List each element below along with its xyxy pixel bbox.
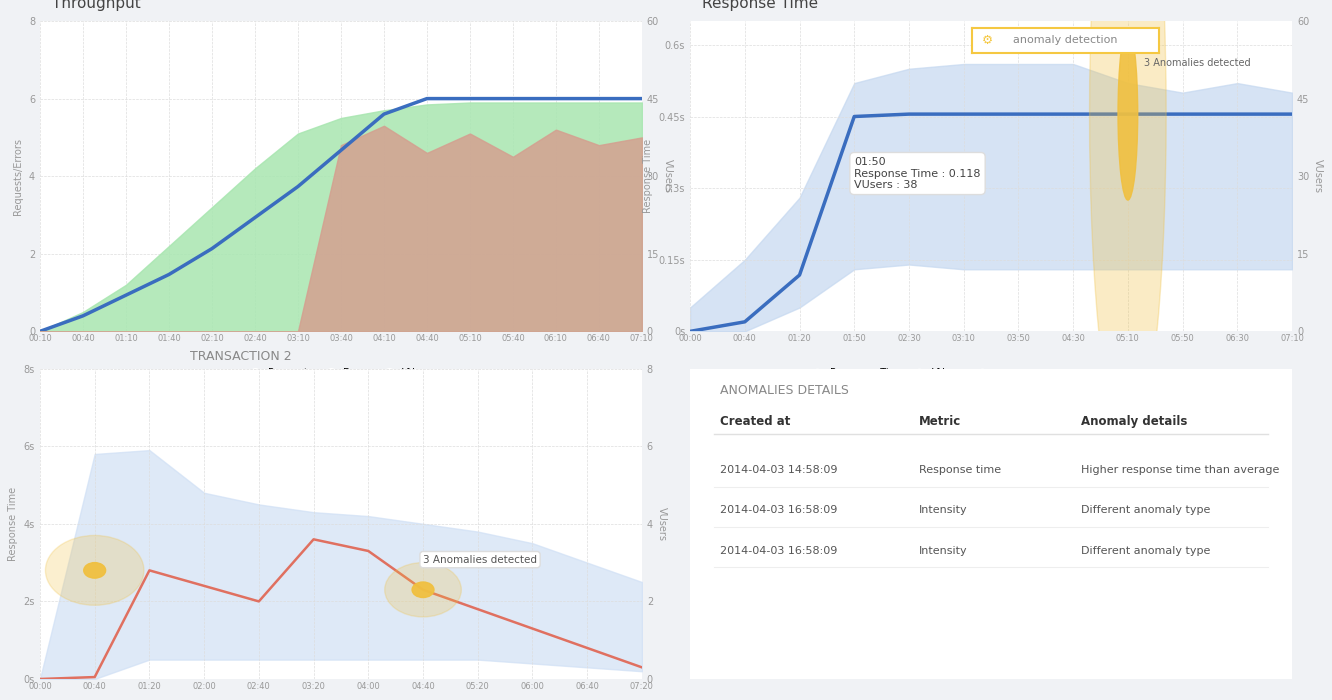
Text: 01:50
Response Time : 0.118
VUsers : 38: 01:50 Response Time : 0.118 VUsers : 38	[854, 157, 980, 190]
Text: 63 Anomalies: 63 Anomalies	[1063, 370, 1130, 380]
Text: 2014-04-03 14:58:09: 2014-04-03 14:58:09	[721, 465, 838, 475]
Text: Response time: Response time	[919, 465, 1000, 475]
Text: Anomaly details: Anomaly details	[1082, 415, 1188, 428]
Text: Intensity: Intensity	[919, 505, 967, 515]
Text: ANOMALIES DETAILS: ANOMALIES DETAILS	[721, 384, 848, 397]
Text: 2014-04-03 16:58:09: 2014-04-03 16:58:09	[721, 505, 838, 515]
Text: 2014-04-03 16:58:09: 2014-04-03 16:58:09	[721, 545, 838, 556]
Y-axis label: VUsers: VUsers	[663, 159, 673, 193]
Text: Created at: Created at	[721, 415, 791, 428]
Circle shape	[412, 582, 434, 598]
Y-axis label: Response Time: Response Time	[643, 139, 653, 214]
Y-axis label: VUsers: VUsers	[1313, 159, 1323, 193]
Text: TRANSACTION 2: TRANSACTION 2	[190, 350, 292, 363]
Circle shape	[45, 536, 144, 606]
Text: Intensity: Intensity	[919, 545, 967, 556]
Circle shape	[1118, 28, 1138, 200]
Text: anomaly detection: anomaly detection	[1014, 35, 1118, 46]
Legend: Requests, Errors, VUsers: Requests, Errors, VUsers	[242, 365, 440, 382]
Text: 3 Anomalies detected: 3 Anomalies detected	[1144, 58, 1251, 69]
Y-axis label: Requests/Errors: Requests/Errors	[13, 138, 23, 215]
Text: ⚙: ⚙	[982, 34, 992, 47]
Text: Response Time: Response Time	[702, 0, 818, 11]
Circle shape	[84, 563, 105, 578]
Legend: Response Time, VUsers, : Response Time, VUsers,	[803, 365, 998, 382]
Y-axis label: VUsers: VUsers	[657, 507, 667, 541]
Text: Higher response time than average: Higher response time than average	[1082, 465, 1280, 475]
Text: Different anomaly type: Different anomaly type	[1082, 505, 1211, 515]
Text: Metric: Metric	[919, 415, 962, 428]
Y-axis label: Response Time: Response Time	[8, 486, 19, 561]
Text: Different anomaly type: Different anomaly type	[1082, 545, 1211, 556]
Circle shape	[385, 563, 461, 617]
Circle shape	[1090, 0, 1167, 449]
Text: Throughput: Throughput	[52, 0, 141, 11]
Text: 3 Anomalies detected: 3 Anomalies detected	[424, 554, 537, 565]
